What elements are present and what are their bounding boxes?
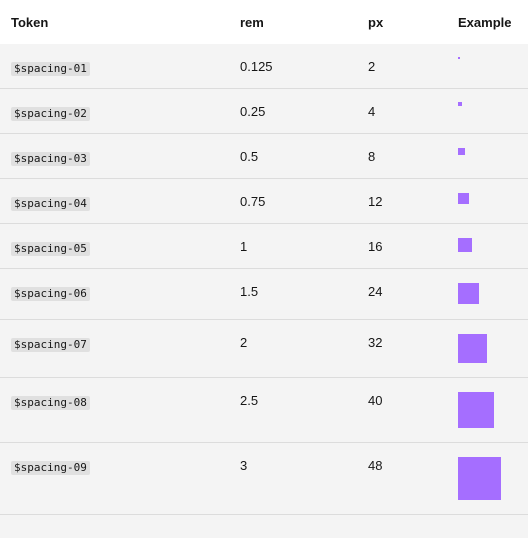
token-cell: $spacing-03 bbox=[11, 150, 90, 166]
token-cell: $spacing-09 bbox=[11, 459, 90, 475]
rem-cell: 1.5 bbox=[240, 284, 259, 299]
example-swatch bbox=[458, 148, 465, 155]
table-row: $spacing-09 3 48 bbox=[0, 443, 528, 515]
header-token: Token bbox=[11, 15, 49, 30]
rem-cell: 2.5 bbox=[240, 393, 259, 408]
example-swatch bbox=[458, 193, 469, 204]
token-code: $spacing-03 bbox=[11, 152, 90, 166]
token-code: $spacing-04 bbox=[11, 197, 90, 211]
px-cell: 24 bbox=[368, 284, 383, 299]
token-code: $spacing-05 bbox=[11, 242, 90, 256]
table-row: $spacing-05 1 16 bbox=[0, 224, 528, 269]
rem-cell: 0.25 bbox=[240, 104, 266, 119]
example-swatch bbox=[458, 457, 501, 500]
table-row: $spacing-04 0.75 12 bbox=[0, 179, 528, 224]
rem-cell: 0.125 bbox=[240, 59, 273, 74]
token-code: $spacing-09 bbox=[11, 461, 90, 475]
example-swatch bbox=[458, 334, 487, 363]
px-cell: 40 bbox=[368, 393, 383, 408]
token-code: $spacing-01 bbox=[11, 62, 90, 76]
token-code: $spacing-06 bbox=[11, 287, 90, 301]
example-swatch bbox=[458, 57, 460, 59]
example-swatch bbox=[458, 283, 479, 304]
token-cell: $spacing-04 bbox=[11, 195, 90, 211]
table-row: $spacing-03 0.5 8 bbox=[0, 134, 528, 179]
table-row: $spacing-07 2 32 bbox=[0, 320, 528, 378]
px-cell: 48 bbox=[368, 458, 383, 473]
px-cell: 2 bbox=[368, 59, 376, 74]
rem-cell: 3 bbox=[240, 458, 248, 473]
table-header: Token rem px Example bbox=[0, 0, 528, 44]
token-cell: $spacing-06 bbox=[11, 285, 90, 301]
token-cell: $spacing-02 bbox=[11, 105, 90, 121]
px-cell: 16 bbox=[368, 239, 383, 254]
px-cell: 4 bbox=[368, 104, 376, 119]
spacing-table: Token rem px Example $spacing-01 0.125 2… bbox=[0, 0, 528, 515]
example-swatch bbox=[458, 392, 494, 428]
example-swatch bbox=[458, 102, 462, 106]
token-cell: $spacing-05 bbox=[11, 240, 90, 256]
token-code: $spacing-08 bbox=[11, 396, 90, 410]
token-cell: $spacing-08 bbox=[11, 394, 90, 410]
token-code: $spacing-07 bbox=[11, 338, 90, 352]
header-rem: rem bbox=[240, 15, 264, 30]
table-row: $spacing-02 0.25 4 bbox=[0, 89, 528, 134]
table-row: $spacing-06 1.5 24 bbox=[0, 269, 528, 320]
px-cell: 8 bbox=[368, 149, 376, 164]
rem-cell: 0.5 bbox=[240, 149, 259, 164]
example-swatch bbox=[458, 238, 472, 252]
table-row: $spacing-01 0.125 2 bbox=[0, 44, 528, 89]
rem-cell: 2 bbox=[240, 335, 248, 350]
header-example: Example bbox=[458, 15, 512, 30]
rem-cell: 0.75 bbox=[240, 194, 266, 209]
px-cell: 32 bbox=[368, 335, 383, 350]
table-row: $spacing-08 2.5 40 bbox=[0, 378, 528, 443]
rem-cell: 1 bbox=[240, 239, 248, 254]
token-code: $spacing-02 bbox=[11, 107, 90, 121]
header-px: px bbox=[368, 15, 384, 30]
token-cell: $spacing-07 bbox=[11, 336, 90, 352]
px-cell: 12 bbox=[368, 194, 383, 209]
token-cell: $spacing-01 bbox=[11, 60, 90, 76]
